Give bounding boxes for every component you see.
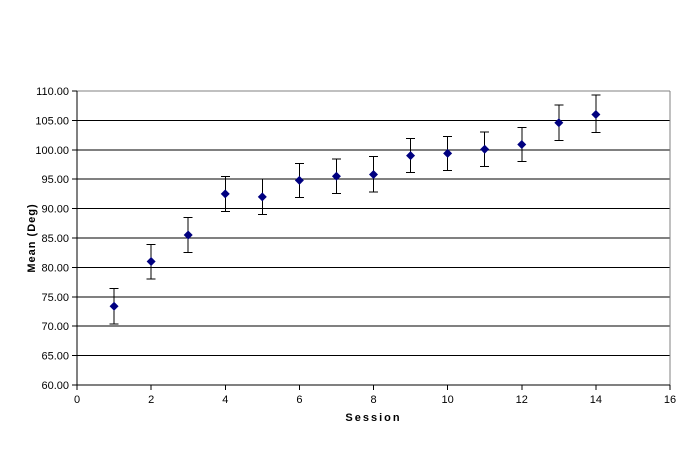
data-point-marker (294, 175, 304, 185)
y-tick-label: 105.00 (35, 115, 69, 127)
x-tick-label: 14 (590, 394, 602, 406)
data-point-marker (406, 151, 416, 161)
data-point-marker (257, 192, 267, 202)
y-tick-label: 100.00 (35, 145, 69, 157)
data-point-marker (331, 171, 341, 181)
x-tick-label: 8 (370, 394, 376, 406)
data-point-marker (517, 140, 527, 150)
y-tick-label: 75.00 (41, 292, 69, 304)
x-tick-label: 6 (296, 394, 302, 406)
data-point-marker (443, 148, 453, 158)
y-tick-label: 95.00 (41, 174, 69, 186)
data-point-marker (183, 230, 193, 240)
data-point-marker (480, 144, 490, 154)
data-point-marker (591, 110, 601, 120)
y-tick-label: 65.00 (41, 351, 69, 363)
data-point-marker (220, 189, 230, 199)
y-tick-label: 90.00 (41, 204, 69, 216)
y-tick-label: 80.00 (41, 262, 69, 274)
y-tick-label: 70.00 (41, 321, 69, 333)
y-tick-label: 110.00 (36, 86, 69, 98)
y-tick-label: 85.00 (41, 233, 69, 245)
data-point-marker (146, 257, 156, 267)
data-point-marker (554, 118, 564, 128)
x-tick-label: 0 (74, 394, 80, 406)
x-tick-label: 12 (516, 394, 528, 406)
data-point-marker (369, 169, 378, 179)
y-tick-label: 60.00 (41, 380, 69, 392)
x-tick-label: 4 (222, 394, 228, 406)
x-tick-label: 16 (664, 394, 676, 406)
x-tick-label: 10 (442, 394, 454, 406)
y-axis-title: Mean (Deg) (26, 203, 38, 273)
x-axis-title: Session (345, 412, 402, 424)
data-point-marker (109, 301, 119, 311)
x-tick-label: 2 (148, 394, 154, 406)
